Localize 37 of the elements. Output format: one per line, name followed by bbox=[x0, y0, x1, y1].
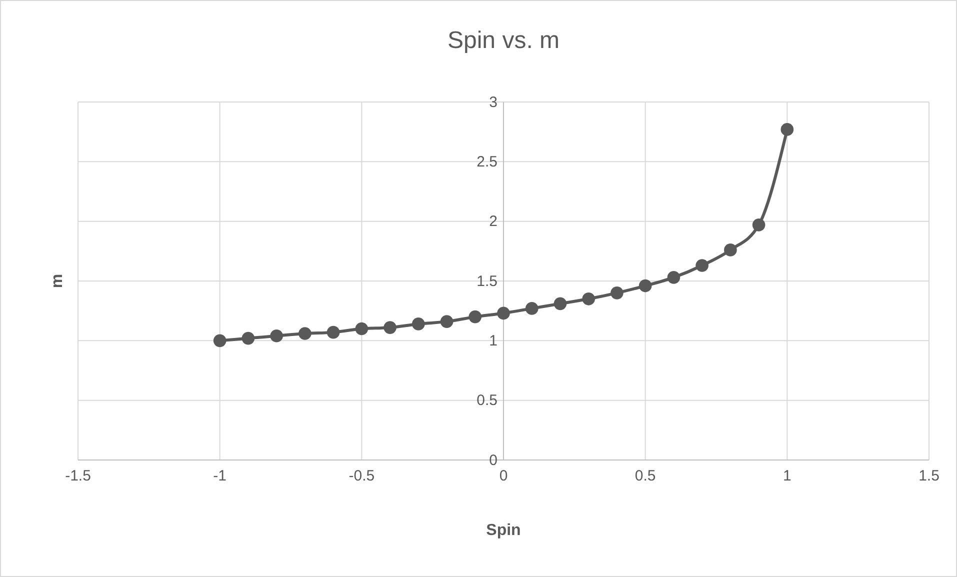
point bbox=[270, 329, 283, 342]
point bbox=[638, 279, 652, 292]
x-axis-title: Spin bbox=[486, 522, 521, 539]
point bbox=[468, 310, 482, 324]
point bbox=[242, 332, 255, 345]
point bbox=[780, 123, 794, 136]
point bbox=[355, 322, 368, 336]
y-axis-title: m bbox=[49, 274, 66, 288]
point bbox=[667, 271, 680, 284]
point bbox=[440, 315, 454, 328]
x-tick-label: -0.5 bbox=[348, 468, 375, 485]
point bbox=[412, 318, 425, 330]
point bbox=[384, 321, 396, 334]
chart-title: Spin vs. m bbox=[447, 27, 560, 54]
x-tick-label: -1.5 bbox=[65, 468, 91, 485]
y-tick-label: 1.5 bbox=[476, 272, 498, 290]
y-tick-label: 0 bbox=[489, 452, 498, 469]
point bbox=[213, 334, 226, 348]
point bbox=[610, 286, 624, 300]
x-tick-label: 0.5 bbox=[634, 468, 656, 485]
x-tick-label: 1 bbox=[782, 468, 792, 485]
y-tick-label: 0.5 bbox=[476, 392, 498, 410]
y-tick-label: 2 bbox=[489, 213, 498, 230]
x-tick-label: -1 bbox=[213, 468, 227, 485]
point bbox=[582, 292, 596, 306]
point bbox=[497, 306, 510, 320]
point bbox=[752, 218, 766, 232]
point bbox=[525, 302, 538, 315]
y-tick-label: 3 bbox=[489, 94, 498, 111]
y-tick-label: 2.5 bbox=[476, 153, 498, 170]
x-tick-label: 1.5 bbox=[918, 468, 940, 485]
point bbox=[696, 259, 708, 272]
point bbox=[298, 327, 312, 340]
y-tick-label: 1 bbox=[489, 332, 498, 350]
point bbox=[724, 244, 737, 256]
point bbox=[554, 297, 567, 310]
point bbox=[326, 326, 340, 339]
